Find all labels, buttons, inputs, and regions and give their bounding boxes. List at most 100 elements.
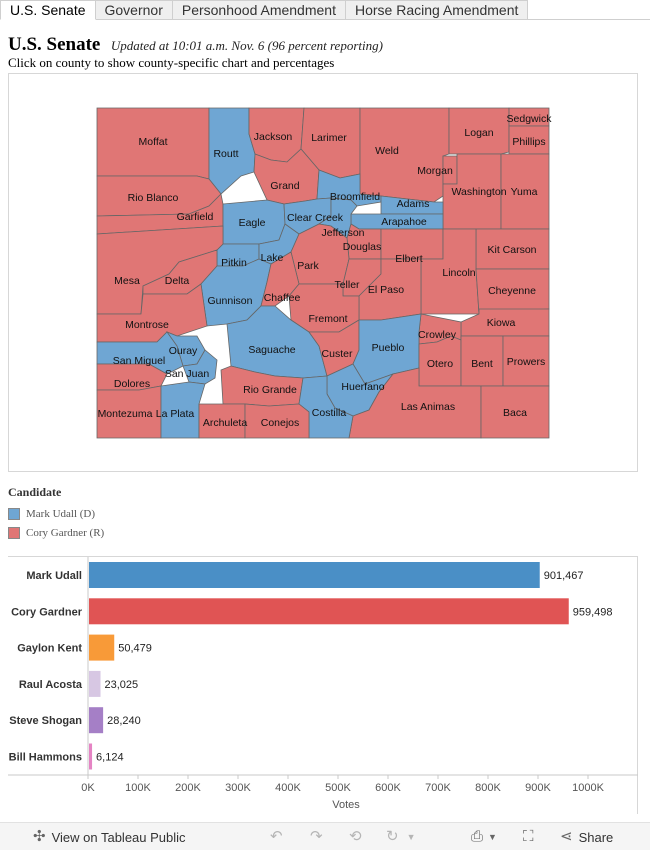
- candidate-label-gaylon-kent: Gaylon Kent: [17, 643, 82, 655]
- county-label-la-plata: La Plata: [156, 408, 195, 420]
- bar-bill-hammons[interactable]: [89, 743, 93, 770]
- county-label-saguache: Saguache: [248, 344, 295, 356]
- vote-chart-panel: Mark Udall 901,467 Cory Gardner 959,498 Gayl…: [8, 556, 638, 814]
- county-lincoln[interactable]: [420, 228, 480, 315]
- share-icon: ⋖: [560, 828, 573, 845]
- county-label-larimer: Larimer: [311, 132, 347, 144]
- x-tick-label-0: 0K: [81, 782, 95, 794]
- vote-bar-chart: Mark Udall 901,467 Cory Gardner 959,498 Gayl…: [8, 557, 638, 811]
- value-label-bill-hammons: 6,124: [96, 752, 124, 764]
- header: U.S. Senate Updated at 10:01 a.m. Nov. 6…: [8, 34, 383, 56]
- county-label-huerfano: Huerfano: [341, 381, 384, 393]
- legend-label-udall: Mark Udall (D): [26, 507, 96, 520]
- candidate-label-bill-hammons: Bill Hammons: [9, 752, 82, 764]
- county-label-weld: Weld: [375, 145, 399, 157]
- county-conejos[interactable]: [244, 403, 310, 439]
- county-label-delta: Delta: [165, 275, 190, 287]
- county-label-san-miguel: San Miguel: [113, 355, 166, 367]
- county-label-costilla: Costilla: [312, 407, 347, 419]
- county-logan[interactable]: [448, 107, 510, 155]
- revert-icon: ⟲: [349, 828, 362, 845]
- colorado-county-map: Moffat Routt Jackson Larimer Weld Logan Sedgwi…: [96, 107, 553, 439]
- tab-personhood-amendment[interactable]: Personhood Amendment: [172, 0, 346, 20]
- value-label-gaylon-kent: 50,479: [118, 643, 152, 655]
- candidate-label-cory-gardner: Cory Gardner: [11, 606, 83, 618]
- bar-gaylon-kent[interactable]: [89, 634, 115, 661]
- tab-bar: U.S. Senate Governor Personhood Amendmen…: [0, 0, 650, 20]
- county-label-chaffee: Chaffee: [264, 292, 301, 304]
- tab-horse-racing-amendment[interactable]: Horse Racing Amendment: [345, 0, 529, 20]
- county-label-arapahoe: Arapahoe: [381, 216, 427, 228]
- county-label-custer: Custer: [322, 348, 353, 360]
- legend-item-gardner[interactable]: Cory Gardner (R): [8, 523, 104, 542]
- x-tick-label-9: 900K: [525, 782, 551, 794]
- county-label-rio-grande: Rio Grande: [243, 384, 297, 396]
- tab-us-senate[interactable]: U.S. Senate: [0, 0, 96, 20]
- county-adams[interactable]: [380, 195, 444, 215]
- county-label-adams: Adams: [397, 198, 430, 210]
- bar-mark-udall[interactable]: [89, 562, 540, 588]
- bar-cory-gardner[interactable]: [89, 598, 569, 625]
- pause-updates-button[interactable]: ↻ ▼: [386, 823, 416, 850]
- pause-icon: ↻: [386, 828, 399, 845]
- value-label-cory-gardner: 959,498: [573, 606, 613, 618]
- county-label-bent: Bent: [471, 358, 493, 370]
- value-label-raul-acosta: 23,025: [105, 679, 139, 691]
- page-subtitle: Click on county to show county-specific …: [8, 55, 335, 70]
- x-tick-label-6: 600K: [375, 782, 401, 794]
- county-label-grand: Grand: [270, 180, 299, 192]
- bar-raul-acosta[interactable]: [89, 670, 101, 697]
- county-label-fremont: Fremont: [308, 313, 347, 325]
- county-label-washington: Washington: [451, 186, 506, 198]
- legend-swatch-udall: [8, 507, 20, 520]
- county-label-broomfield: Broomfield: [330, 191, 380, 203]
- download-button[interactable]: ⎙ ▼: [471, 823, 497, 850]
- county-baca[interactable]: [480, 385, 550, 439]
- chevron-down-icon: ▼: [406, 832, 416, 842]
- revert-button[interactable]: ⟲: [349, 823, 362, 850]
- county-label-baca: Baca: [503, 407, 527, 419]
- legend-swatch-gardner: [8, 526, 20, 539]
- fullscreen-icon: ⛶: [523, 828, 534, 845]
- county-label-rio-blanco: Rio Blanco: [128, 192, 179, 204]
- x-tick-label-5: 500K: [325, 782, 351, 794]
- county-label-jackson: Jackson: [254, 131, 293, 143]
- county-label-crowley: Crowley: [418, 329, 457, 341]
- undo-icon: ↶: [270, 828, 283, 845]
- county-label-el-paso: El Paso: [368, 284, 404, 296]
- redo-button[interactable]: ↷: [310, 823, 323, 850]
- county-label-logan: Logan: [464, 127, 493, 139]
- x-tick-label-2: 200K: [175, 782, 201, 794]
- x-tick-label-1: 100K: [125, 782, 151, 794]
- county-weld[interactable]: [359, 107, 450, 203]
- tab-governor[interactable]: Governor: [95, 0, 173, 20]
- county-label-clear-creek: Clear Creek: [287, 212, 344, 224]
- fullscreen-button[interactable]: ⛶: [523, 823, 534, 850]
- legend-label-gardner: Cory Gardner (R): [26, 526, 105, 539]
- county-map-panel: Moffat Routt Jackson Larimer Weld Logan Sedgwi…: [8, 73, 638, 472]
- value-label-steve-shogan: 28,240: [107, 715, 141, 727]
- view-on-tableau-public-link[interactable]: ✣ View on Tableau Public: [33, 823, 186, 850]
- county-label-douglas: Douglas: [343, 241, 382, 253]
- share-label: Share: [578, 829, 614, 845]
- candidate-label-mark-udall: Mark Udall: [26, 570, 82, 582]
- county-label-elbert: Elbert: [395, 253, 423, 265]
- county-label-phillips: Phillips: [512, 136, 545, 148]
- county-label-archuleta: Archuleta: [203, 417, 248, 429]
- county-label-lincoln: Lincoln: [442, 267, 475, 279]
- legend-item-udall[interactable]: Mark Udall (D): [8, 504, 104, 523]
- bar-steve-shogan[interactable]: [89, 707, 104, 734]
- county-label-kit-carson: Kit Carson: [487, 244, 536, 256]
- update-status: Updated at 10:01 a.m. Nov. 6 (96 percent…: [110, 38, 383, 53]
- county-label-sedgwick: Sedgwick: [507, 113, 553, 125]
- county-label-las-animas: Las Animas: [401, 401, 455, 413]
- share-button[interactable]: ⋖ Share: [560, 823, 613, 850]
- county-labels: Moffat Routt Jackson Larimer Weld Logan Sedgwi…: [98, 113, 553, 429]
- county-label-park: Park: [297, 260, 319, 272]
- x-tick-label-7: 700K: [425, 782, 451, 794]
- tableau-logo-icon: ✣: [33, 828, 46, 845]
- undo-button[interactable]: ↶: [270, 823, 283, 850]
- county-label-morgan: Morgan: [417, 165, 453, 177]
- county-label-montrose: Montrose: [125, 319, 169, 331]
- county-label-otero: Otero: [427, 358, 453, 370]
